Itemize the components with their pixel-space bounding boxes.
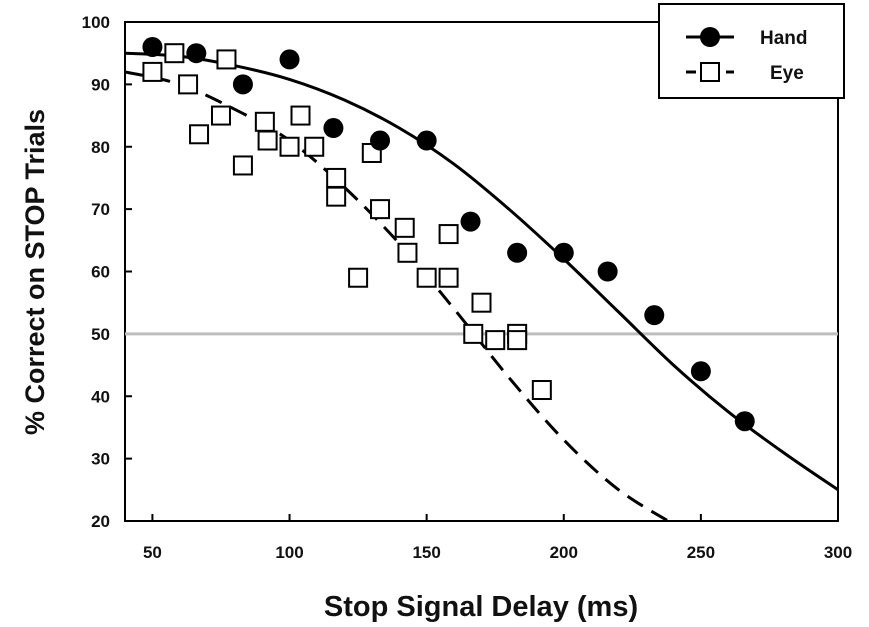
eye-data-point bbox=[370, 199, 391, 220]
eye-data-point bbox=[178, 74, 199, 95]
eye-data-point bbox=[531, 380, 552, 401]
legend: Hand Eye bbox=[658, 3, 845, 99]
hand-data-point bbox=[416, 130, 437, 151]
y-tick-label: 70 bbox=[91, 200, 110, 219]
eye-data-point bbox=[216, 49, 237, 70]
hand-data-points bbox=[142, 36, 755, 432]
x-tick-label: 100 bbox=[275, 543, 303, 562]
legend-hand-label: Hand bbox=[760, 28, 808, 49]
y-tick-label: 90 bbox=[91, 75, 110, 94]
y-tick-label: 50 bbox=[91, 325, 110, 344]
hand-data-point bbox=[690, 361, 711, 382]
hand-data-point bbox=[279, 49, 300, 70]
hand-fit-curve bbox=[125, 51, 838, 492]
eye-data-point bbox=[397, 242, 418, 263]
y-tick-label: 20 bbox=[91, 512, 110, 531]
y-axis: 20 30 40 50 60 70 80 90 100 bbox=[82, 13, 132, 531]
x-tick-label: 200 bbox=[550, 543, 578, 562]
y-tick-label: 100 bbox=[82, 13, 110, 32]
eye-data-point bbox=[471, 292, 492, 313]
legend-eye-label: Eye bbox=[770, 63, 804, 84]
hand-data-point bbox=[553, 242, 574, 263]
eye-data-point bbox=[210, 105, 231, 126]
y-tick-label: 80 bbox=[91, 138, 110, 157]
hand-data-point bbox=[186, 43, 207, 64]
eye-data-points bbox=[142, 43, 552, 401]
eye-data-point bbox=[232, 155, 253, 176]
eye-data-point bbox=[189, 124, 210, 145]
x-tick-label: 50 bbox=[143, 543, 162, 562]
hand-data-point bbox=[644, 305, 665, 326]
eye-data-point bbox=[416, 267, 437, 288]
eye-data-point bbox=[304, 136, 325, 157]
hand-data-point bbox=[323, 118, 344, 139]
eye-data-point bbox=[438, 267, 459, 288]
eye-data-point bbox=[254, 111, 275, 132]
hand-data-point bbox=[370, 130, 391, 151]
hand-data-point bbox=[232, 74, 253, 95]
eye-data-point bbox=[507, 330, 528, 351]
eye-data-point bbox=[326, 186, 347, 207]
y-axis-title: % Correct on STOP Trials bbox=[20, 109, 50, 435]
eye-data-point bbox=[164, 43, 185, 64]
eye-data-point bbox=[485, 330, 506, 351]
legend-hand-marker bbox=[700, 27, 720, 47]
eye-data-point bbox=[326, 167, 347, 188]
y-tick-label: 40 bbox=[91, 387, 110, 406]
hand-data-point bbox=[142, 36, 163, 57]
eye-data-point bbox=[257, 130, 278, 151]
hand-data-point bbox=[597, 261, 618, 282]
hand-data-point bbox=[507, 242, 528, 263]
x-tick-label: 250 bbox=[687, 543, 715, 562]
y-tick-label: 30 bbox=[91, 450, 110, 469]
eye-data-point bbox=[290, 105, 311, 126]
legend-eye-marker bbox=[700, 62, 720, 82]
eye-data-point bbox=[348, 267, 369, 288]
y-tick-label: 60 bbox=[91, 263, 110, 282]
x-axis: 50 100 150 200 250 300 bbox=[143, 514, 852, 562]
x-tick-label: 150 bbox=[412, 543, 440, 562]
eye-data-point bbox=[438, 224, 459, 245]
eye-data-point bbox=[394, 217, 415, 238]
hand-data-point bbox=[460, 211, 481, 232]
hand-data-point bbox=[734, 411, 755, 432]
eye-data-point bbox=[142, 61, 163, 82]
x-tick-label: 300 bbox=[824, 543, 852, 562]
x-axis-title: Stop Signal Delay (ms) bbox=[324, 591, 638, 623]
legend-box bbox=[658, 3, 845, 99]
eye-data-point bbox=[463, 323, 484, 344]
eye-data-point bbox=[279, 136, 300, 157]
